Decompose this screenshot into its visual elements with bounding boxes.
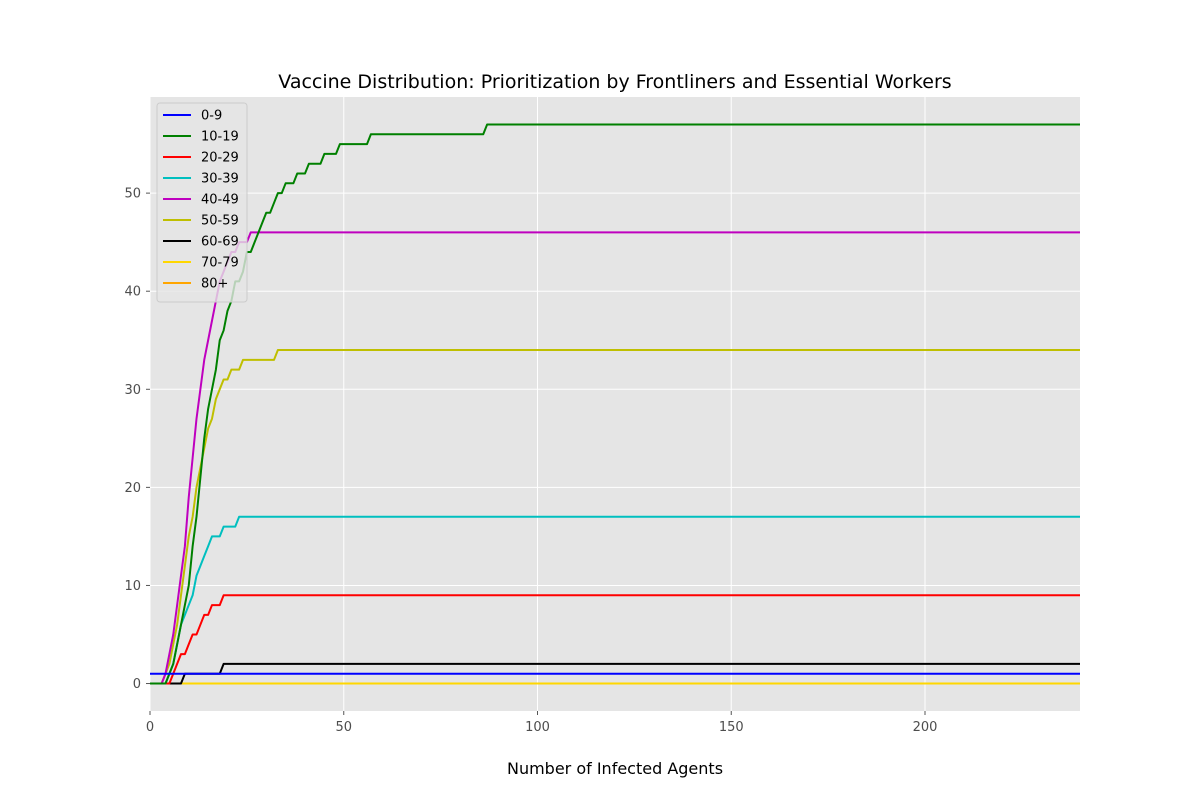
legend-label: 10-19: [201, 130, 239, 145]
x-tick-label: 0: [146, 720, 154, 735]
x-tick-label: 200: [913, 720, 938, 735]
y-tick-label: 40: [124, 285, 141, 300]
legend-label: 50-59: [201, 214, 239, 229]
x-axis-title: Number of Infected Agents: [507, 759, 723, 778]
x-tick-label: 150: [719, 720, 744, 735]
legend-label: 0-9: [201, 109, 222, 124]
series-line-20-29: [150, 594, 1080, 685]
legend-label: 30-39: [201, 172, 239, 187]
y-tick-label: 20: [124, 481, 141, 496]
y-tick-label: 0: [133, 677, 141, 692]
legend-label: 70-79: [201, 256, 239, 271]
plot-area: [150, 97, 1080, 711]
y-tick-label: 10: [124, 579, 141, 594]
y-tick-label: 50: [124, 187, 141, 202]
x-tick-label: 100: [525, 720, 550, 735]
legend-label: 80+: [201, 277, 228, 292]
series-line-50-59: [150, 349, 1080, 685]
y-tick-label: 30: [124, 383, 141, 398]
x-tick-label: 50: [335, 720, 352, 735]
series-lines: [150, 123, 1080, 685]
legend-label: 20-29: [201, 151, 239, 166]
legend-label: 40-49: [201, 193, 239, 208]
legend-label: 60-69: [201, 235, 239, 250]
legend-box: [156, 102, 248, 303]
chart-title: Vaccine Distribution: Prioritization by …: [278, 71, 951, 93]
series-line-10-19: [150, 123, 1080, 685]
axes: 0 50 100 150 200 0 10 20 30 40 50: [124, 187, 937, 735]
legend: 0-9 10-19 20-29 30-39 40-49 50-59 60-69 70-79 80…: [156, 102, 248, 303]
